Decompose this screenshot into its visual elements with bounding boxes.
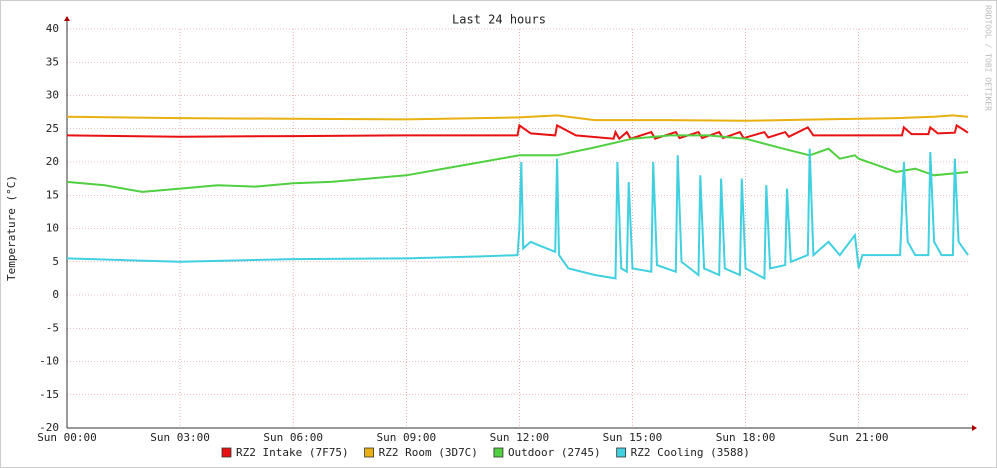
y-tick-label: 0 bbox=[52, 288, 59, 301]
x-tick-label: Sun 15:00 bbox=[603, 431, 663, 444]
y-tick-label: 40 bbox=[46, 22, 59, 35]
legend-label: Outdoor (2745) bbox=[508, 446, 601, 459]
x-tick-label: Sun 06:00 bbox=[263, 431, 323, 444]
y-tick-label: 35 bbox=[46, 55, 59, 68]
y-tick-label: 10 bbox=[46, 222, 59, 235]
arrow bbox=[64, 16, 70, 21]
y-tick-label: -5 bbox=[46, 321, 59, 334]
series-line bbox=[66, 134, 969, 193]
legend-label: RZ2 Room (3D7C) bbox=[379, 446, 478, 459]
y-axis-label: Temperature (°C) bbox=[5, 175, 18, 281]
y-tick-label: -20 bbox=[39, 421, 59, 434]
watermark: RRDTOOL / TOBI OETIKER bbox=[984, 5, 993, 111]
legend-swatch bbox=[493, 447, 504, 458]
x-tick-label: Sun 03:00 bbox=[150, 431, 210, 444]
legend-label: RZ2 Intake (7F75) bbox=[236, 446, 349, 459]
y-tick-label: 25 bbox=[46, 122, 59, 135]
x-tick-label: Sun 00:00 bbox=[37, 431, 97, 444]
legend-swatch bbox=[364, 447, 374, 458]
y-tick-label: 5 bbox=[52, 255, 59, 268]
legend: RZ2 Intake (7F75) RZ2 Room (3D7C) Outdoor … bbox=[221, 446, 750, 459]
arrow bbox=[972, 425, 977, 431]
legend-swatch bbox=[221, 447, 232, 458]
series-line bbox=[66, 148, 969, 281]
series-line bbox=[66, 114, 969, 122]
y-tick-label: 20 bbox=[46, 155, 59, 168]
y-tick-label: -15 bbox=[39, 388, 59, 401]
y-tick-label: -10 bbox=[39, 355, 59, 368]
legend-swatch bbox=[616, 447, 627, 458]
y-tick-label: 30 bbox=[46, 89, 59, 102]
x-tick-label: Sun 09:00 bbox=[376, 431, 436, 444]
x-tick-label: Sun 21:00 bbox=[829, 431, 889, 444]
x-tick-label: Sun 18:00 bbox=[716, 431, 776, 444]
y-tick-label: 15 bbox=[46, 188, 59, 201]
chart-title: Last 24 hours bbox=[452, 13, 546, 27]
legend-label: RZ2 Cooling (3588) bbox=[631, 446, 750, 459]
x-tick-label: Sun 12:00 bbox=[490, 431, 550, 444]
